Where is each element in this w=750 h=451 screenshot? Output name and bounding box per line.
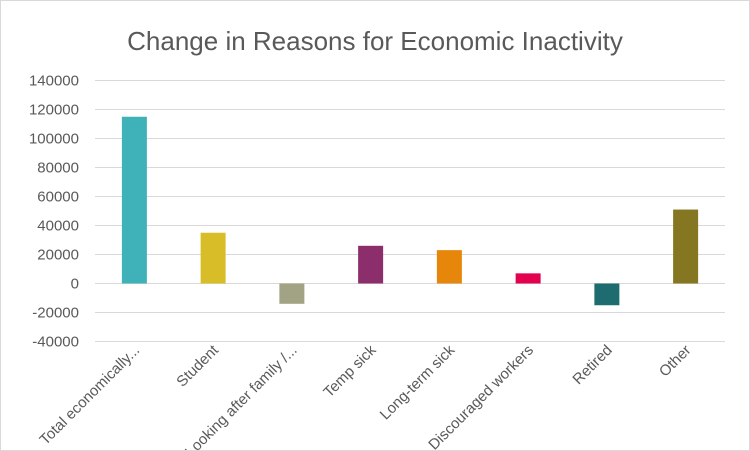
y-tick-label: 140000 bbox=[29, 73, 79, 90]
x-category-label: Other bbox=[656, 342, 695, 381]
y-tick-label: 60000 bbox=[37, 189, 79, 206]
gridlines bbox=[95, 80, 725, 342]
bar bbox=[594, 283, 620, 306]
x-category-label: Long-term sick bbox=[377, 341, 459, 423]
y-axis-tick-labels: 140000 120000 100000 80000 60000 40000 20000 0 -… bbox=[29, 73, 79, 351]
y-tick-label: 0 bbox=[71, 276, 79, 293]
bar bbox=[515, 273, 541, 284]
x-category-label: Retired bbox=[569, 342, 615, 388]
y-tick-label: 100000 bbox=[29, 131, 79, 148]
bar bbox=[121, 116, 147, 284]
chart-title: Change in Reasons for Economic Inactivit… bbox=[127, 26, 623, 56]
y-tick-label: 80000 bbox=[37, 160, 79, 177]
y-tick-label: 40000 bbox=[37, 218, 79, 235]
y-tick-label: -20000 bbox=[32, 305, 79, 322]
bar bbox=[358, 245, 384, 284]
x-category-label: Temp sick bbox=[320, 341, 380, 401]
bar bbox=[673, 209, 699, 284]
bar bbox=[436, 250, 462, 284]
y-tick-label: -40000 bbox=[32, 334, 79, 351]
bar bbox=[200, 232, 226, 284]
bar bbox=[279, 283, 305, 304]
x-category-label: Student bbox=[173, 341, 222, 390]
y-tick-label: 20000 bbox=[37, 247, 79, 264]
bars bbox=[121, 116, 699, 306]
y-tick-label: 120000 bbox=[29, 102, 79, 119]
x-category-label: Total economically... bbox=[36, 342, 143, 449]
